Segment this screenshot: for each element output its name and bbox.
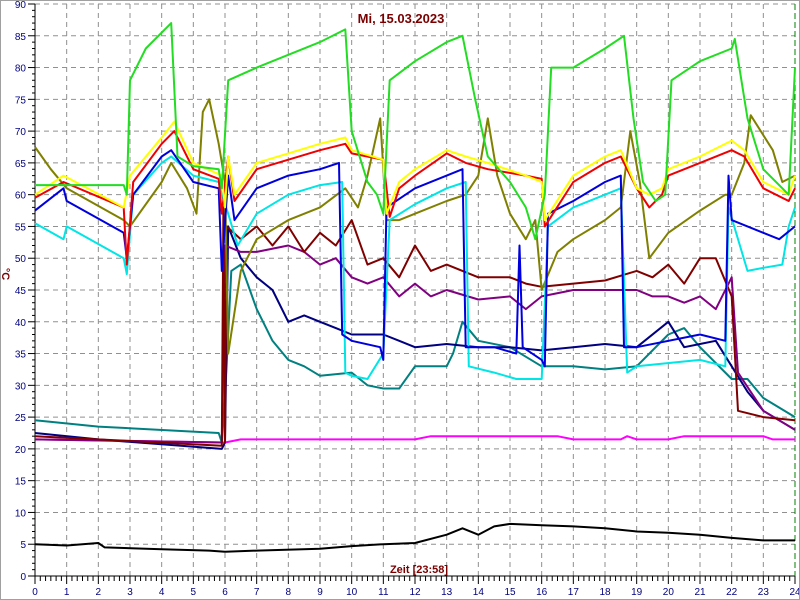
y-tick-label: 10 xyxy=(15,508,27,519)
y-tick-label: 15 xyxy=(15,477,27,488)
x-tick-label: 14 xyxy=(473,587,485,598)
y-tick-label: 80 xyxy=(15,64,27,75)
x-tick-label: 2 xyxy=(96,587,102,598)
y-tick-label: 25 xyxy=(15,413,27,424)
x-tick-label: 15 xyxy=(504,587,516,598)
y-tick-label: 55 xyxy=(15,222,27,233)
x-tick-label: 0 xyxy=(32,587,38,598)
series-line-2 xyxy=(34,263,796,444)
y-tick-label: 5 xyxy=(20,540,26,551)
y-tick-label: 75 xyxy=(15,95,27,106)
x-tick-label: 21 xyxy=(694,587,706,598)
x-tick-label: 13 xyxy=(441,587,453,598)
x-tick-label: 17 xyxy=(568,587,580,598)
y-tick-label: 50 xyxy=(15,254,27,265)
y-axis-label: °C xyxy=(1,268,11,280)
grid xyxy=(35,3,795,576)
x-tick-label: 16 xyxy=(536,587,548,598)
series-line-8 xyxy=(34,149,796,368)
x-tick-label: 24 xyxy=(789,587,800,598)
y-tick-label: 40 xyxy=(15,318,27,329)
chart-title: Mi, 15.03.2023 xyxy=(358,11,445,26)
series-line-0 xyxy=(34,522,795,553)
series-line-1 xyxy=(34,435,795,444)
x-tick-label: 10 xyxy=(346,587,358,598)
x-tick-label: 7 xyxy=(254,587,260,598)
series-line-6 xyxy=(34,98,796,355)
x-tick-label: 9 xyxy=(317,587,323,598)
y-tick-label: 35 xyxy=(15,350,27,361)
y-tick-label: 0 xyxy=(20,572,26,583)
x-tick-label: 20 xyxy=(663,587,675,598)
series-line-11 xyxy=(35,22,796,241)
x-tick-label: 19 xyxy=(631,587,643,598)
x-axis-label: Zeit [23:58] xyxy=(390,564,448,576)
y-tick-label: 85 xyxy=(15,32,27,43)
y-tick-label: 90 xyxy=(15,1,27,11)
y-tick-label: 45 xyxy=(15,286,27,297)
y-tick-label: 70 xyxy=(15,127,27,138)
x-tick-label: 11 xyxy=(378,587,389,598)
x-tick-label: 23 xyxy=(758,587,770,598)
y-tick-label: 30 xyxy=(15,381,27,392)
x-tick-label: 1 xyxy=(64,587,70,598)
x-tick-label: 12 xyxy=(409,587,421,598)
x-tick-label: 4 xyxy=(159,587,165,598)
series-lines xyxy=(34,22,796,553)
x-tick-label: 22 xyxy=(726,587,738,598)
series-line-4 xyxy=(34,244,796,444)
y-tick-label: 60 xyxy=(15,191,27,202)
x-tick-label: 18 xyxy=(599,587,611,598)
y-tick-label: 20 xyxy=(15,445,27,456)
series-line-7 xyxy=(34,155,796,380)
x-tick-label: 6 xyxy=(222,587,228,598)
series-line-3 xyxy=(34,225,796,450)
x-tick-label: 8 xyxy=(286,587,292,598)
y-tick-label: 65 xyxy=(15,159,27,170)
series-line-5 xyxy=(34,206,796,447)
x-tick-label: 5 xyxy=(191,587,197,598)
x-tick-label: 3 xyxy=(127,587,133,598)
